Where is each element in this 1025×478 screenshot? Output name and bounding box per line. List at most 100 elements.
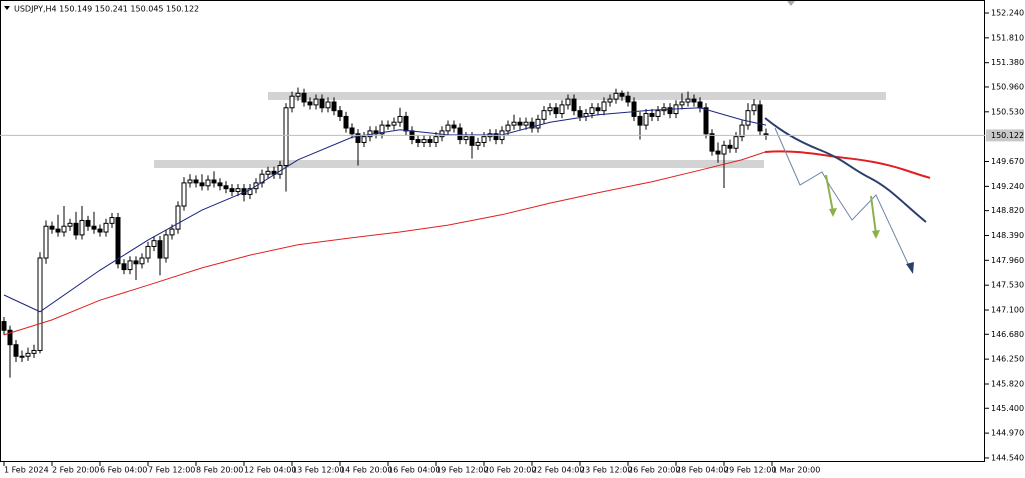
candle-body [7,329,13,346]
arrow-head [872,230,880,239]
projected-path [774,127,911,269]
candle-body [613,92,619,100]
candle-body [463,136,469,141]
candle-body [601,101,607,112]
candle-body [667,107,673,115]
candle-body [637,115,643,126]
x-tick-label: 26 Feb 20:00 [628,466,680,475]
candle-body [217,182,223,187]
candle-body [67,222,73,227]
candle-body [655,110,661,117]
projection [764,1,931,274]
candle-body [721,144,727,155]
candle-body [61,225,67,233]
x-tick-label: 6 Feb 04:00 [100,466,147,475]
candle-body [289,95,295,109]
projected-fast-ma [764,117,927,223]
candle-body [547,107,553,112]
candle-body [607,98,613,103]
candle-body [181,182,187,207]
candle-body [529,121,535,129]
x-tick-label: 28 Feb 04:00 [676,466,728,475]
candle-body [595,107,601,112]
y-tick-label: 152.240 [991,9,1024,18]
moving-average [3,151,767,336]
candle-body [571,98,577,112]
candle-body [559,104,565,115]
candle-body [265,170,271,175]
candle-body [73,222,79,236]
candle-body [319,98,325,109]
candle-body [619,92,625,97]
x-tick-label: 12 Feb 04:00 [244,466,296,475]
candle-body [733,136,739,149]
x-tick-label: 8 Feb 20:00 [196,466,243,475]
candle-body [505,124,511,132]
candle-body [397,115,403,123]
candle-body [565,98,571,106]
candle-body [715,150,721,155]
x-tick-label: 1 Feb 2024 [4,466,49,475]
moving-average [3,107,767,313]
candle-body [643,113,649,126]
candle-body [331,101,337,112]
y-tick-label: 147.960 [991,256,1024,265]
candle-body [451,124,457,129]
candle-body [577,110,583,117]
candle-body [49,225,55,230]
y-tick-label: 147.100 [991,306,1024,315]
candle-body [307,101,313,106]
candle-body [145,245,151,259]
candle-body [379,124,385,135]
candle-body [337,110,343,117]
candle-body [421,139,427,143]
candle-body [13,344,19,357]
candle-body [313,98,319,106]
candle-body [55,228,61,233]
candle-body [403,115,409,132]
candle-body [301,92,307,103]
candle-body [727,144,733,149]
candle-body [235,188,241,193]
candle-body [631,101,637,117]
x-tick-label: 29 Feb 12:00 [724,466,776,475]
candle-body [133,260,139,265]
y-tick-label: 149.240 [991,182,1024,191]
candle-body [43,225,49,259]
candle-body [127,260,133,271]
y-tick-label: 148.390 [991,231,1024,240]
y-tick-label: 145.400 [991,404,1024,413]
arrow-head [906,262,914,274]
candle-body [475,141,481,146]
candle-body [37,257,43,351]
candle-body [391,121,397,126]
candle-body [199,182,205,187]
x-tick-label: 22 Feb 04:00 [532,466,584,475]
candle-body [157,240,163,259]
candle-body [139,257,145,265]
candle-body [385,124,391,127]
marker [787,1,795,6]
x-tick-label: 19 Feb 12:00 [436,466,488,475]
candle-body [427,139,433,143]
candle-body [25,352,31,357]
candle-body [517,121,523,126]
zones [154,92,886,168]
candle-body [349,127,355,135]
y-tick-label: 150.960 [991,82,1024,91]
y-tick-label: 146.250 [991,355,1024,364]
support-zone [154,160,764,168]
candle-body [175,205,181,230]
candle-body [1,321,7,331]
candle-body [211,179,217,184]
candle-body [511,121,517,126]
y-tick-label: 146.680 [991,330,1024,339]
candle-body [649,113,655,117]
current-price-label: 150.122 [991,131,1024,140]
candle-body [223,185,229,190]
candle-body [103,222,109,233]
y-tick-label: 151.380 [991,58,1024,67]
candle-body [685,98,691,103]
